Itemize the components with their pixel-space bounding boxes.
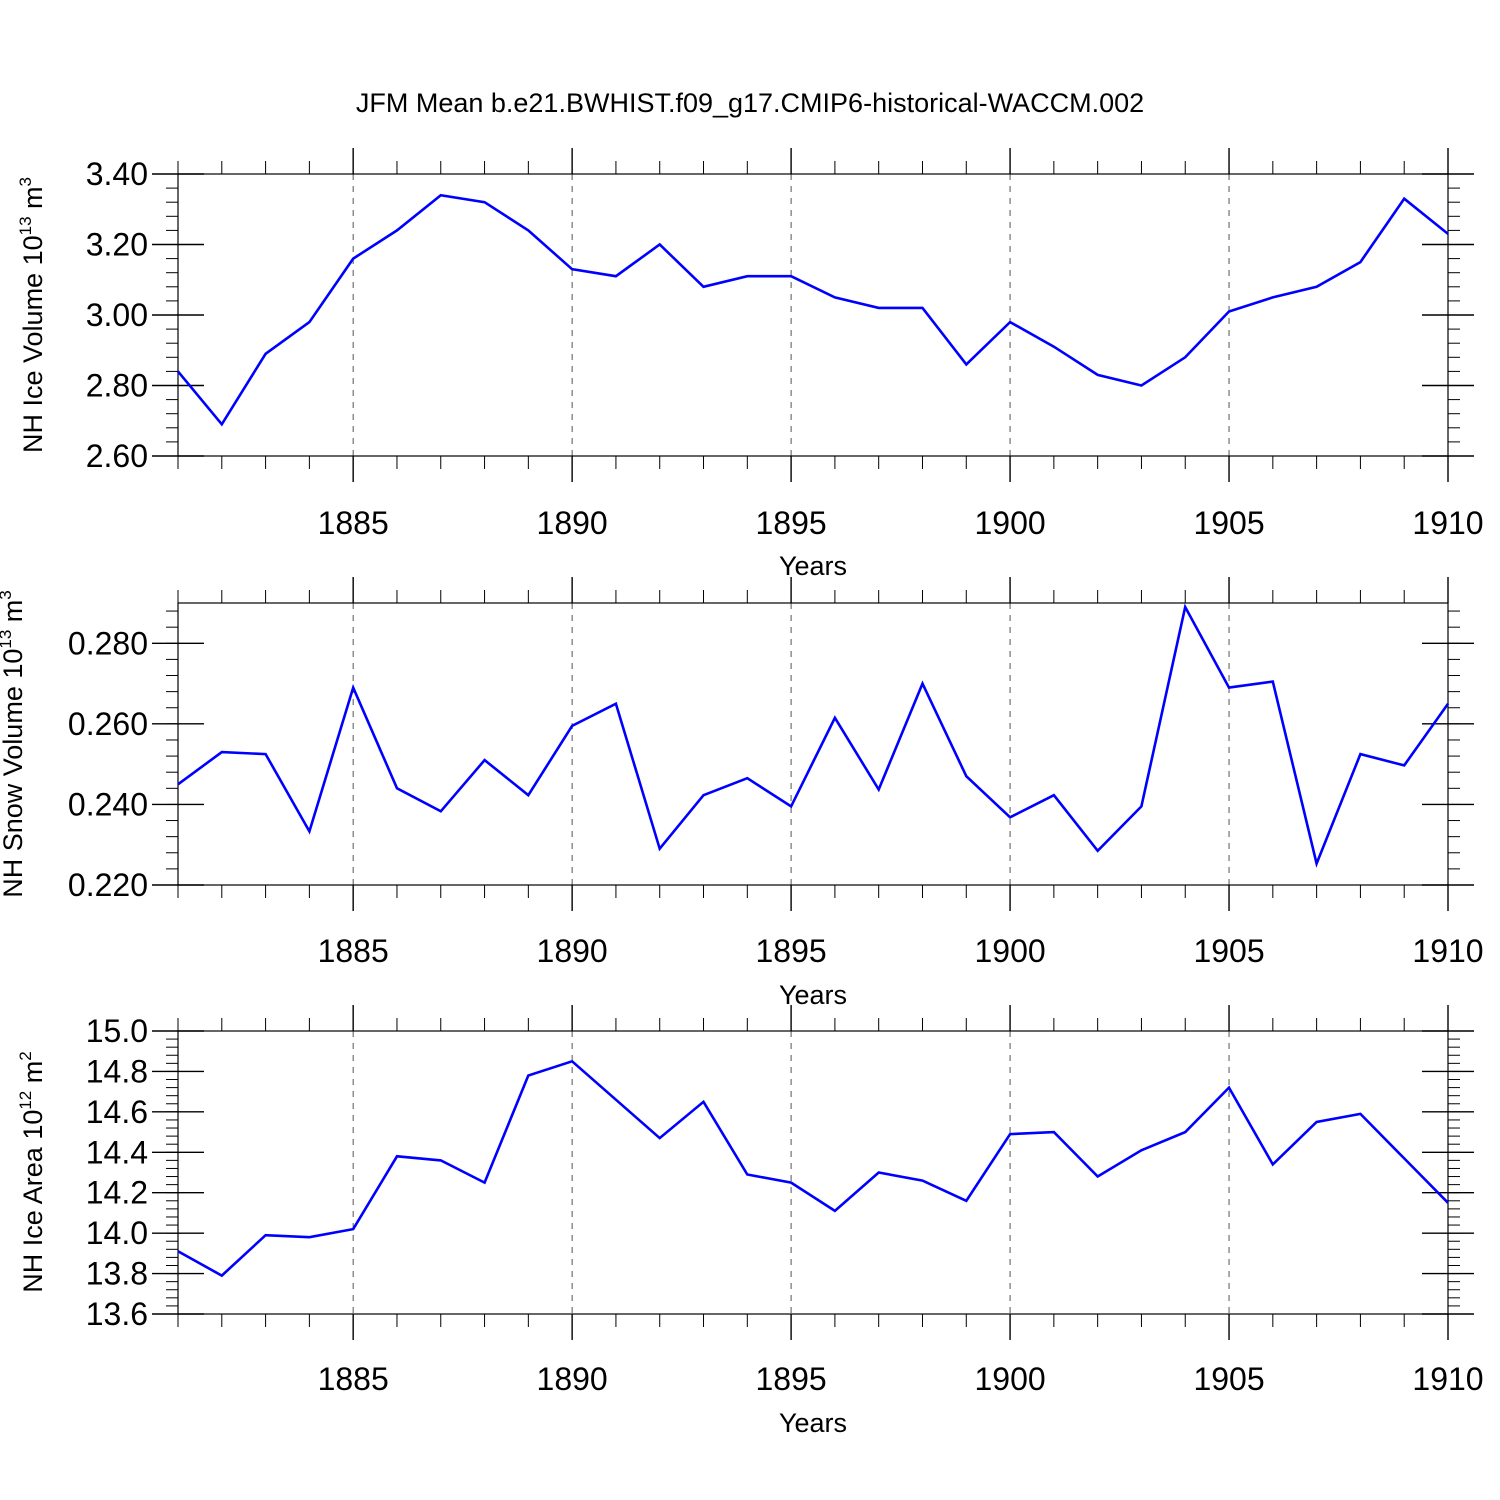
- x-tick-label: 1905: [1193, 505, 1264, 541]
- y-tick-label: 3.40: [86, 156, 148, 192]
- panel-ice-volume: NH Ice Volume 1013 m3 Years 1885 1890 1895…: [16, 148, 1484, 581]
- y-tick-label: 14.6: [86, 1094, 148, 1130]
- ylabel-snow-volume: NH Snow Volume 1013 m3: [0, 590, 28, 898]
- y-tick-label: 0.240: [68, 786, 148, 822]
- y-tick-label: 14.2: [86, 1175, 148, 1211]
- x-tick-label: 1905: [1193, 933, 1264, 969]
- x-tick-label: 1910: [1412, 1361, 1483, 1397]
- series-line-snow-volume: [177, 603, 1450, 868]
- x-tick-label: 1895: [756, 505, 827, 541]
- x-tick-label: 1910: [1412, 505, 1483, 541]
- ylabel-ice-volume: NH Ice Volume 1013 m3: [16, 177, 48, 453]
- y-tick-label: 14.8: [86, 1053, 148, 1089]
- y-tick-label: 13.6: [86, 1296, 148, 1332]
- y-tick-label: 0.220: [68, 867, 148, 903]
- panel-snow-volume: NH Snow Volume 1013 m3 Years 1885 1890 189…: [0, 577, 1484, 1010]
- x-tick-label: 1900: [974, 933, 1045, 969]
- y-tick-label: 0.260: [68, 706, 148, 742]
- x-tick-label: 1885: [318, 505, 389, 541]
- x-tick-label: 1890: [537, 505, 608, 541]
- x-tick-label: 1895: [756, 1361, 827, 1397]
- y-tick-label: 2.80: [86, 368, 148, 404]
- series-line-ice-area: [177, 1059, 1449, 1278]
- y-tick-label: 14.4: [86, 1134, 148, 1170]
- series-line-ice-volume: [176, 193, 1449, 427]
- plot-frame: [177, 1030, 1449, 1315]
- x-tick-label: 1900: [974, 505, 1045, 541]
- y-tick-label: 15.0: [86, 1013, 148, 1049]
- xlabel-ice-area: Years: [779, 1408, 847, 1438]
- x-tick-label: 1885: [318, 1361, 389, 1397]
- y-tick-label: 2.60: [86, 438, 148, 474]
- y-tick-label: 13.8: [86, 1256, 148, 1292]
- x-tick-label: 1910: [1412, 933, 1483, 969]
- x-tick-label: 1905: [1193, 1361, 1264, 1397]
- ylabel-ice-area: NH Ice Area 1012 m2: [16, 1051, 48, 1292]
- plot-frame: [177, 173, 1449, 457]
- x-tick-label: 1885: [318, 933, 389, 969]
- x-tick-label: 1890: [537, 933, 608, 969]
- y-tick-label: 3.20: [86, 227, 148, 263]
- y-tick-label: 3.00: [86, 297, 148, 333]
- x-tick-label: 1900: [974, 1361, 1045, 1397]
- x-tick-label: 1895: [756, 933, 827, 969]
- y-tick-label: 14.0: [86, 1215, 148, 1251]
- xlabel-snow-volume: Years: [779, 980, 847, 1010]
- x-tick-label: 1890: [537, 1361, 608, 1397]
- y-tick-label: 0.280: [68, 625, 148, 661]
- xlabel-ice-volume: Years: [779, 551, 847, 581]
- figure-title: JFM Mean b.e21.BWHIST.f09_g17.CMIP6-hist…: [356, 88, 1144, 118]
- panel-ice-area: NH Ice Area 1012 m2 Years 1885 1890 1895 19…: [16, 1005, 1484, 1438]
- plot-frame: [177, 602, 1449, 886]
